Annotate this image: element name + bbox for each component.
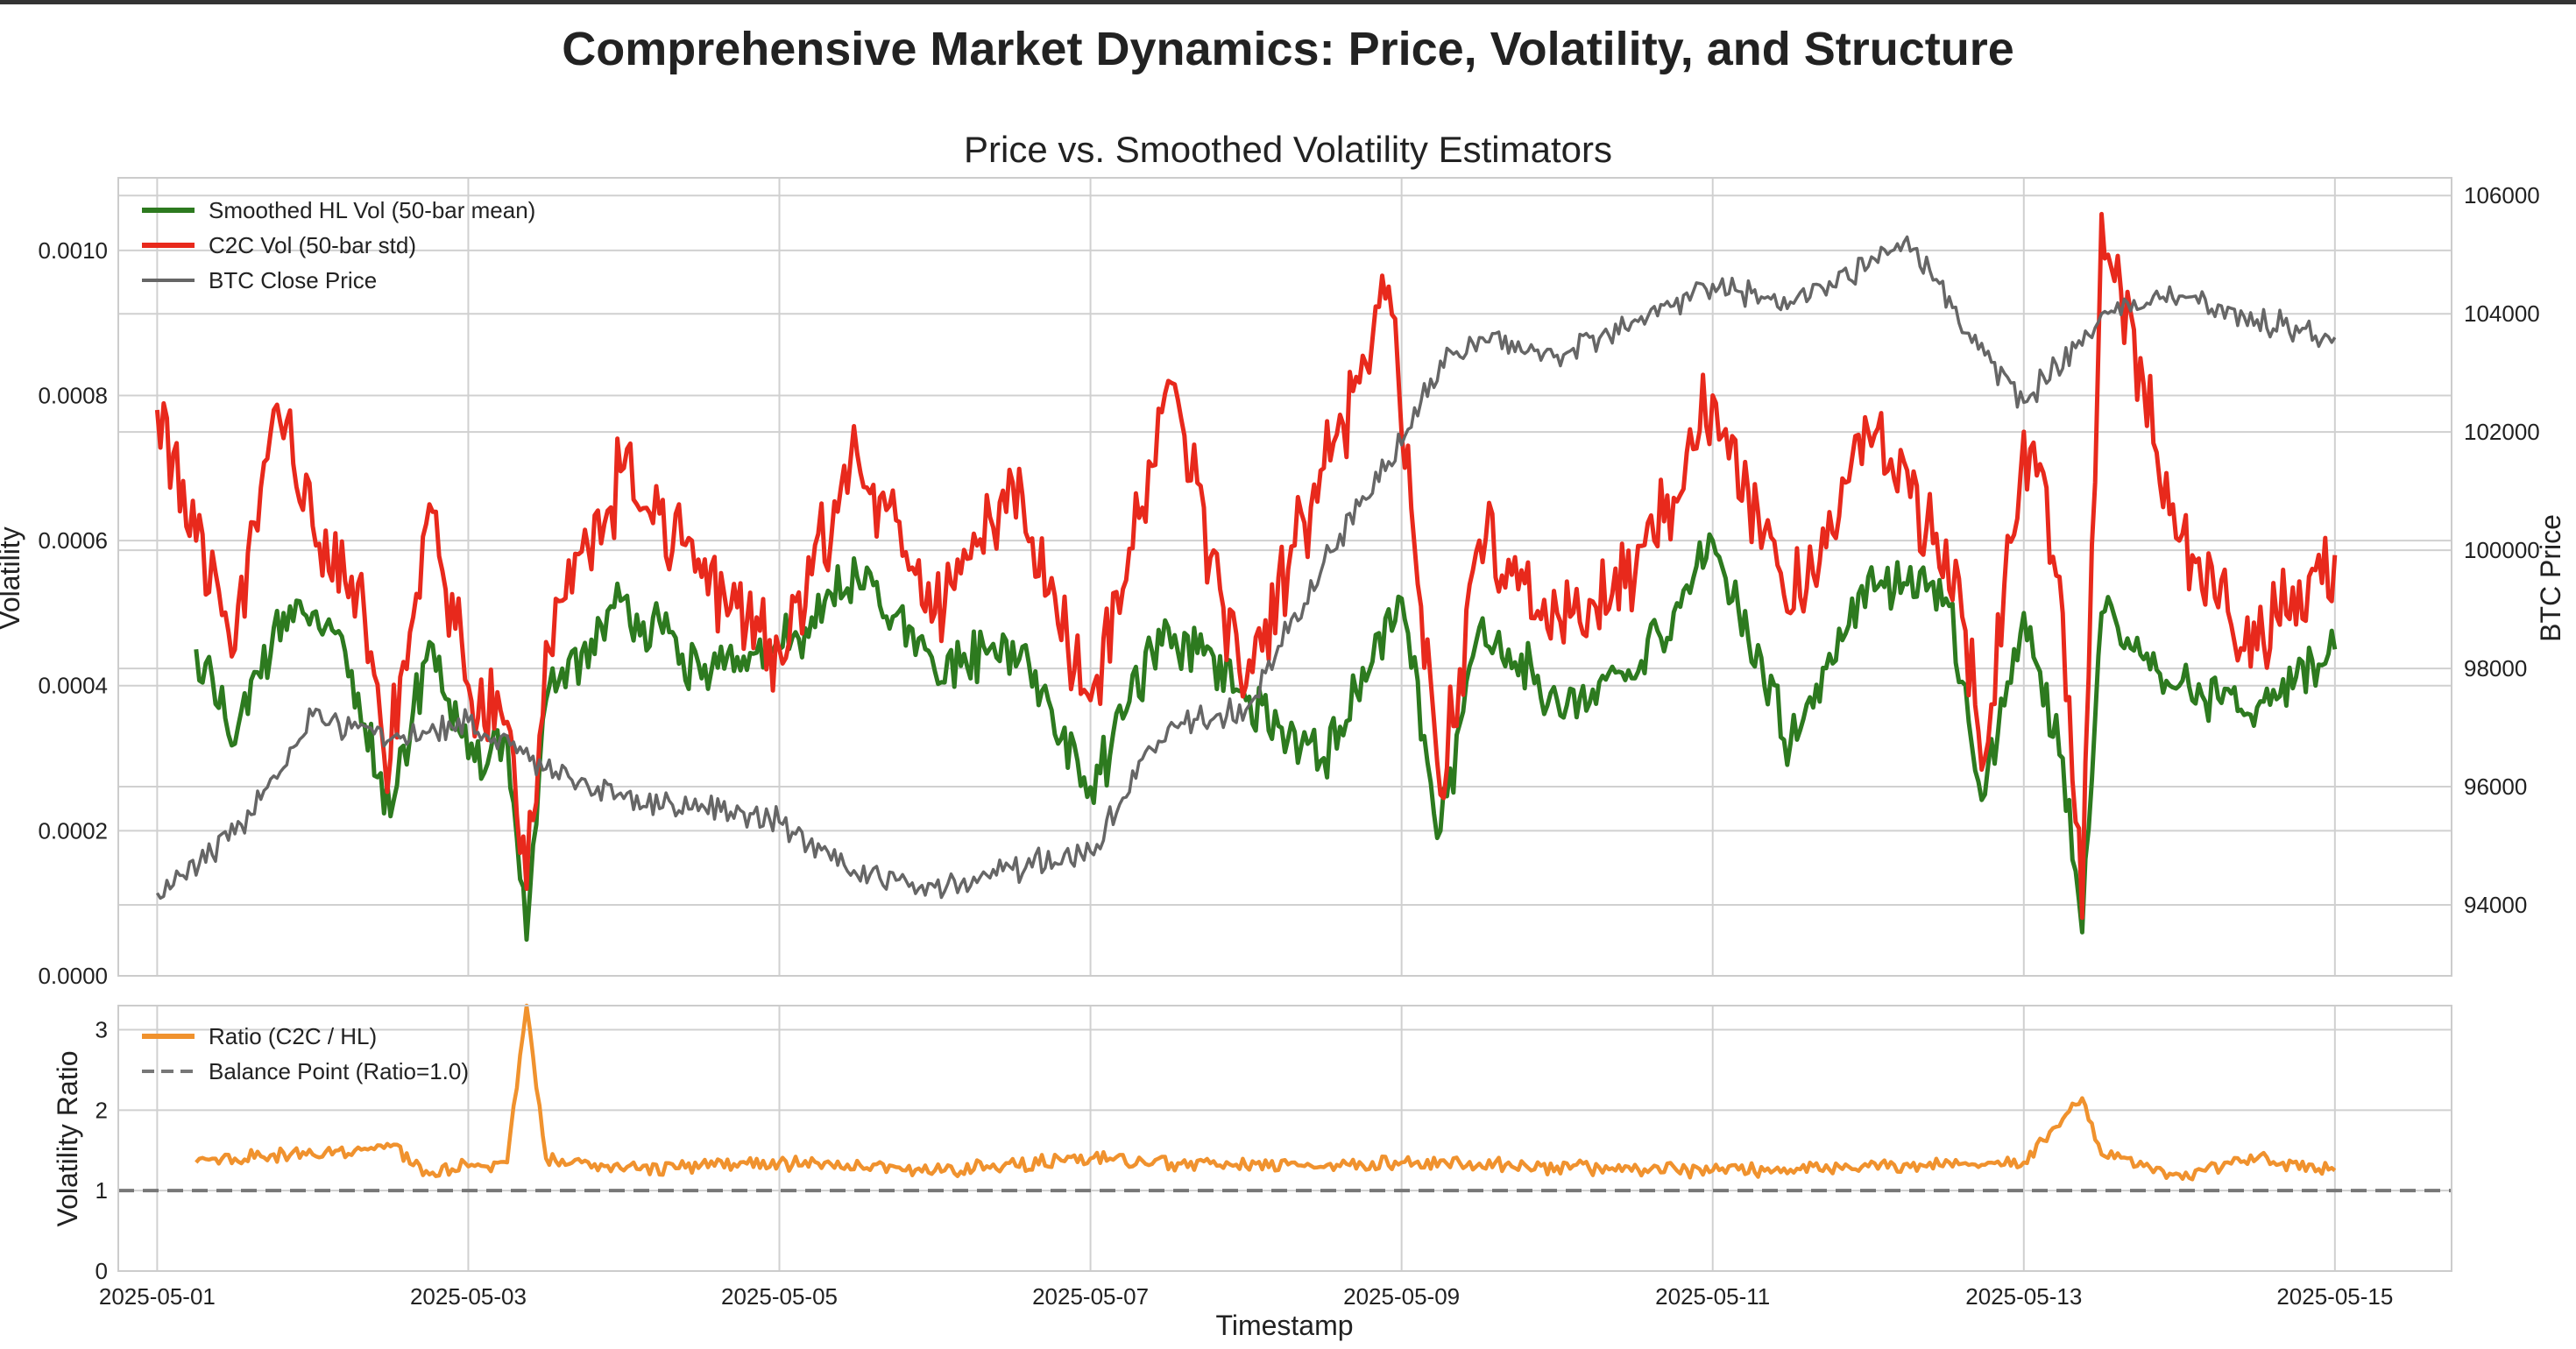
series-btc-price-line (155, 235, 2337, 901)
panel1-y2-tick-label: 96000 (2464, 773, 2527, 800)
x-tick-label: 2025-05-15 (2276, 1283, 2393, 1310)
panel2-legend-label: Ratio (C2C / HL) (209, 1023, 377, 1049)
top-border (0, 0, 2576, 4)
x-tick-label: 2025-05-05 (721, 1283, 838, 1310)
panel1-y2-tick-label: 94000 (2464, 892, 2527, 918)
panel2-x-ticks: 2025-05-01 2025-05-03 2025-05-05 2025-05-07… (99, 1283, 2393, 1310)
panel2-series (118, 1003, 2452, 1193)
panel1-frame (117, 177, 2452, 977)
panel2-y-tick-label: 2 (96, 1097, 108, 1123)
panel1-legend: Smoothed HL Vol (50-bar mean) C2C Vol (50… (142, 197, 535, 293)
panel1-y2-tick-label: 100000 (2464, 537, 2540, 563)
series-c2c-vol-line (154, 211, 2338, 921)
series-hl-vol-line (194, 532, 2338, 943)
panel1-y2-ticks: 94000 96000 98000 100000 102000 104000 106000 (2464, 182, 2540, 918)
panel2-y-tick-label: 0 (96, 1258, 108, 1284)
panel1-title: Price vs. Smoothed Volatility Estimators (964, 129, 1612, 170)
panel2-frame (117, 1005, 2452, 1272)
panel1-legend-label: Smoothed HL Vol (50-bar mean) (209, 197, 535, 223)
panel1-ylabel: Volatility (0, 526, 25, 629)
panel1-y2-tick-label: 98000 (2464, 655, 2527, 682)
x-tick-label: 2025-05-03 (410, 1283, 527, 1310)
panel1-series (154, 211, 2338, 943)
panel1-y2-tick-label: 102000 (2464, 419, 2540, 445)
panel1-y-ticks: 0.0000 0.0002 0.0004 0.0006 0.0008 0.0010 (38, 237, 108, 989)
panel2-grid (118, 1006, 2452, 1272)
x-tick-label: 2025-05-11 (1655, 1283, 1770, 1310)
x-tick-label: 2025-05-13 (1965, 1283, 2082, 1310)
panel1-y-tick-label: 0.0000 (38, 963, 108, 989)
panel1-y-tick-label: 0.0010 (38, 237, 108, 264)
panel1-y2-tick-label: 104000 (2464, 300, 2540, 327)
panel1-y-tick-label: 0.0002 (38, 817, 108, 844)
panel2-legend: Ratio (C2C / HL) Balance Point (Ratio=1.0… (142, 1023, 469, 1084)
panel1-y-tick-label: 0.0004 (38, 673, 108, 699)
x-axis-label: Timestamp (1215, 1310, 1353, 1341)
panel1-y-tick-label: 0.0008 (38, 382, 108, 408)
panel2-y-ticks: 0 1 2 3 (96, 1017, 108, 1284)
panel2-legend-label: Balance Point (Ratio=1.0) (209, 1058, 469, 1084)
panel2-ylabel: Volatility Ratio (52, 1051, 83, 1227)
panel1-legend-label: BTC Close Price (209, 267, 377, 293)
series-ratio-line (195, 1003, 2337, 1182)
panel1-y2label: BTC Price (2535, 514, 2566, 642)
x-tick-label: 2025-05-07 (1032, 1283, 1149, 1310)
x-tick-label: 2025-05-09 (1343, 1283, 1460, 1310)
panel1-grid (118, 178, 2452, 977)
panel2-y-tick-label: 1 (96, 1177, 108, 1204)
panel1-legend-label: C2C Vol (50-bar std) (209, 232, 416, 258)
figure-suptitle: Comprehensive Market Dynamics: Price, Vo… (562, 23, 2014, 75)
panel1-y-tick-label: 0.0006 (38, 527, 108, 554)
panel1-y2-tick-label: 106000 (2464, 182, 2540, 208)
panel2-y-tick-label: 3 (96, 1017, 108, 1043)
x-tick-label: 2025-05-01 (99, 1283, 216, 1310)
volatility-price-panel: Price vs. Smoothed Volatility Estimators… (0, 129, 2566, 989)
